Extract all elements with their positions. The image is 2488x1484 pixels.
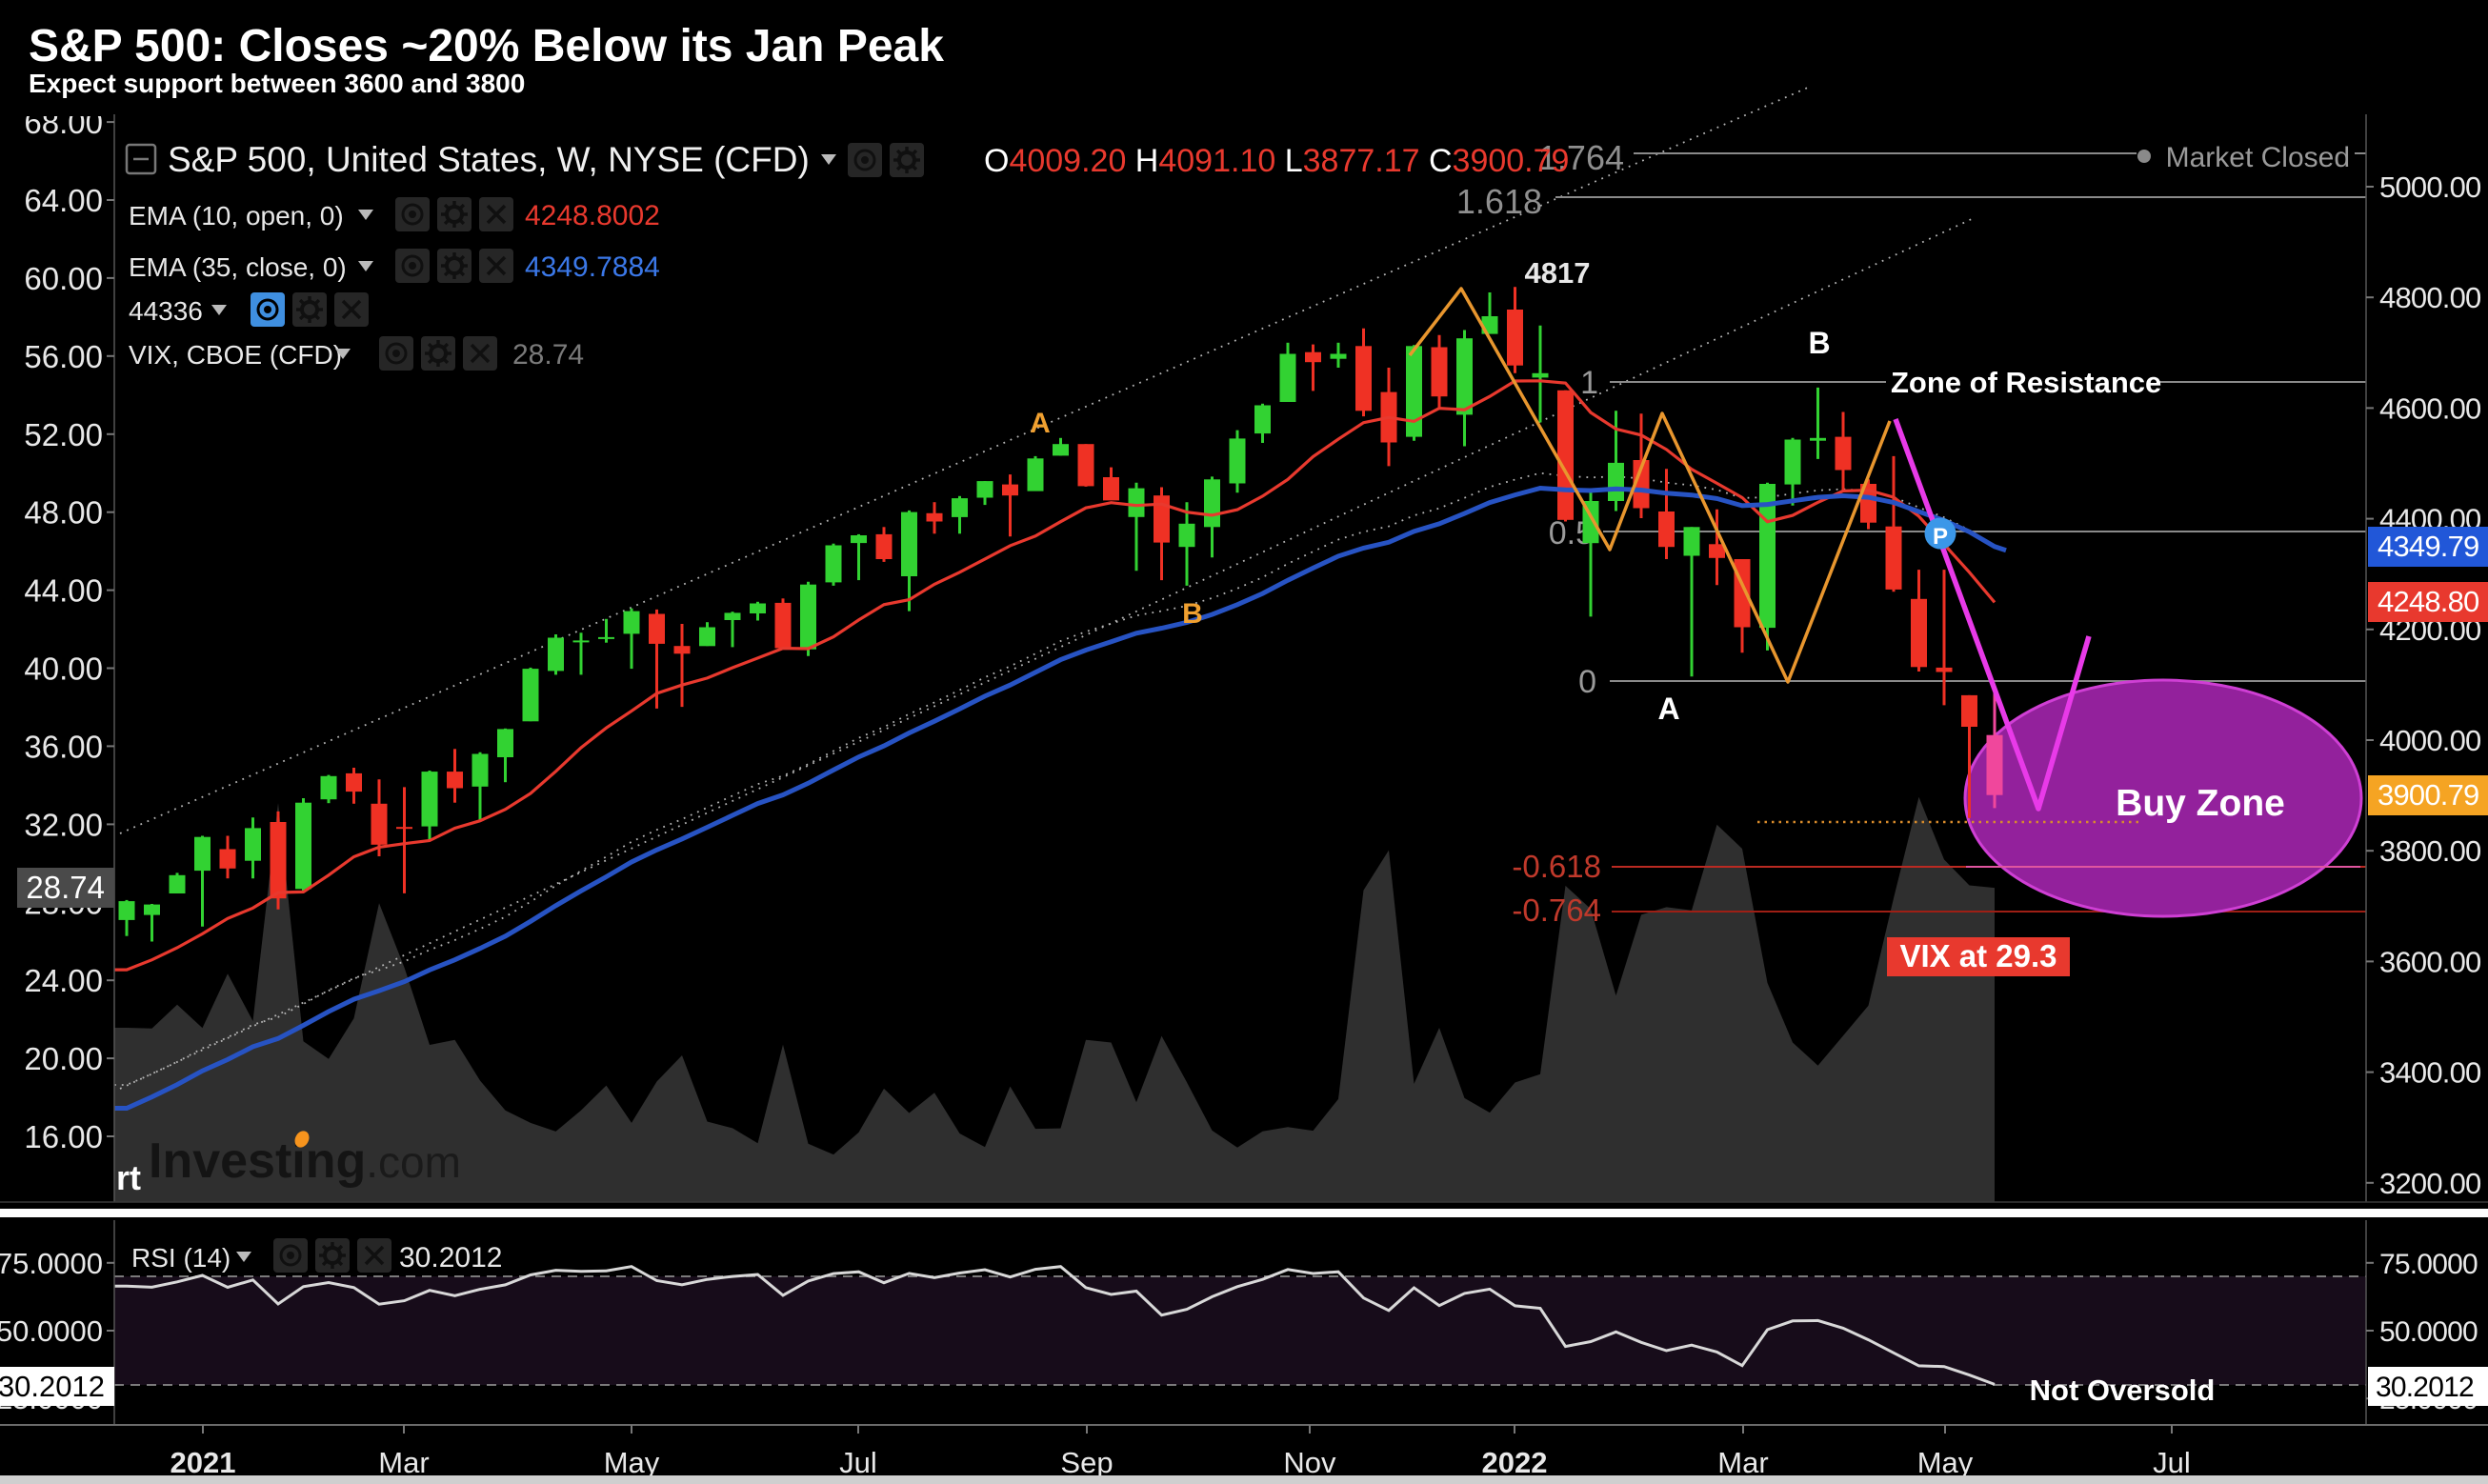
svg-text:64.00: 64.00 bbox=[24, 183, 103, 218]
svg-text:44.00: 44.00 bbox=[24, 573, 103, 609]
svg-text:Expect support between 3600 a: Expect support between 3600 and 3800 bbox=[29, 69, 525, 98]
svg-text:Nov: Nov bbox=[1283, 1446, 1336, 1479]
svg-text:A: A bbox=[1030, 408, 1051, 439]
svg-text:4248.8002: 4248.8002 bbox=[525, 200, 660, 231]
svg-text:56.00: 56.00 bbox=[24, 339, 103, 374]
svg-text:Not Oversold: Not Oversold bbox=[2030, 1374, 2216, 1407]
svg-text:36.00: 36.00 bbox=[24, 729, 103, 764]
svg-text:4800.00: 4800.00 bbox=[2379, 281, 2481, 314]
svg-text:EMA (35, close, 0): EMA (35, close, 0) bbox=[129, 252, 347, 282]
svg-text:50.0000: 50.0000 bbox=[2379, 1316, 2478, 1348]
svg-text:rt: rt bbox=[116, 1158, 141, 1197]
svg-text:20.00: 20.00 bbox=[24, 1041, 103, 1076]
svg-text:30.2012: 30.2012 bbox=[0, 1370, 105, 1403]
svg-text:O4009.20 H4091.10 L3877.17: O4009.20 H4091.10 L3877.17 C3900.79 bbox=[984, 143, 1569, 179]
svg-text:B: B bbox=[1808, 326, 1830, 360]
svg-text:B: B bbox=[1182, 598, 1203, 630]
svg-text:-0.618: -0.618 bbox=[1512, 849, 1601, 884]
svg-text:1.764: 1.764 bbox=[1538, 138, 1624, 177]
svg-text:Mar: Mar bbox=[1717, 1446, 1768, 1479]
svg-text:30.2012: 30.2012 bbox=[2376, 1372, 2474, 1403]
svg-text:75.0000: 75.0000 bbox=[0, 1247, 103, 1280]
svg-text:28.74: 28.74 bbox=[512, 339, 584, 371]
svg-text:16.00: 16.00 bbox=[24, 1119, 103, 1154]
svg-text:3900.79: 3900.79 bbox=[2378, 778, 2478, 812]
svg-text:52.00: 52.00 bbox=[24, 417, 103, 452]
svg-text:Mar: Mar bbox=[378, 1446, 429, 1479]
svg-text:4349.79: 4349.79 bbox=[2378, 530, 2478, 563]
svg-text:May: May bbox=[604, 1446, 660, 1479]
svg-text:3400.00: 3400.00 bbox=[2379, 1056, 2481, 1090]
svg-text:Jul: Jul bbox=[2153, 1446, 2191, 1479]
svg-text:50.0000: 50.0000 bbox=[0, 1314, 103, 1348]
svg-text:Jul: Jul bbox=[839, 1446, 877, 1479]
svg-text:4600.00: 4600.00 bbox=[2379, 391, 2481, 425]
svg-text:VIX at 29.3: VIX at 29.3 bbox=[1899, 938, 2057, 973]
svg-text:Sep: Sep bbox=[1060, 1446, 1113, 1479]
svg-text:48.00: 48.00 bbox=[24, 495, 103, 531]
svg-text:5000.00: 5000.00 bbox=[2379, 170, 2481, 204]
svg-text:Buy Zone: Buy Zone bbox=[2116, 783, 2285, 824]
svg-text:S&P 500, United States, W, NYS: S&P 500, United States, W, NYSE (CFD) bbox=[168, 140, 810, 179]
svg-text:3800.00: 3800.00 bbox=[2379, 834, 2481, 868]
svg-text:3600.00: 3600.00 bbox=[2379, 945, 2481, 978]
svg-text:4248.80: 4248.80 bbox=[2378, 585, 2479, 618]
svg-text:EMA (10, open, 0): EMA (10, open, 0) bbox=[129, 201, 344, 231]
svg-text:40.00: 40.00 bbox=[24, 652, 103, 687]
svg-text:VIX, CBOE (CFD): VIX, CBOE (CFD) bbox=[129, 340, 342, 370]
svg-text:4000.00: 4000.00 bbox=[2379, 724, 2481, 757]
svg-text:4349.7884: 4349.7884 bbox=[525, 251, 660, 283]
svg-text:-0.764: -0.764 bbox=[1512, 892, 1601, 928]
svg-text:30.2012: 30.2012 bbox=[399, 1242, 502, 1273]
svg-text:1: 1 bbox=[1580, 365, 1598, 401]
svg-text:3200.00: 3200.00 bbox=[2379, 1167, 2481, 1200]
svg-text:44336: 44336 bbox=[129, 296, 203, 326]
svg-text:4817: 4817 bbox=[1525, 256, 1591, 290]
svg-text:Zone of Resistance: Zone of Resistance bbox=[1891, 366, 2161, 399]
svg-text:RSI (14): RSI (14) bbox=[131, 1243, 231, 1273]
svg-text:75.0000: 75.0000 bbox=[2379, 1249, 2478, 1280]
svg-text:32.00: 32.00 bbox=[24, 807, 103, 842]
svg-text:1.618: 1.618 bbox=[1456, 182, 1542, 221]
svg-text:28.74: 28.74 bbox=[26, 870, 105, 905]
svg-text:Market Closed: Market Closed bbox=[2166, 142, 2350, 173]
svg-text:0: 0 bbox=[1578, 664, 1596, 700]
svg-text:2022: 2022 bbox=[1482, 1446, 1548, 1479]
svg-text:60.00: 60.00 bbox=[24, 261, 103, 296]
svg-text:May: May bbox=[1917, 1446, 1974, 1479]
svg-text:P: P bbox=[1933, 524, 1948, 550]
svg-text:24.00: 24.00 bbox=[24, 963, 103, 998]
svg-text:2021: 2021 bbox=[171, 1446, 236, 1479]
svg-text:A: A bbox=[1657, 692, 1679, 726]
svg-text:S&P 500: Closes ~20% Below its: S&P 500: Closes ~20% Below its Jan Peak bbox=[29, 21, 944, 71]
